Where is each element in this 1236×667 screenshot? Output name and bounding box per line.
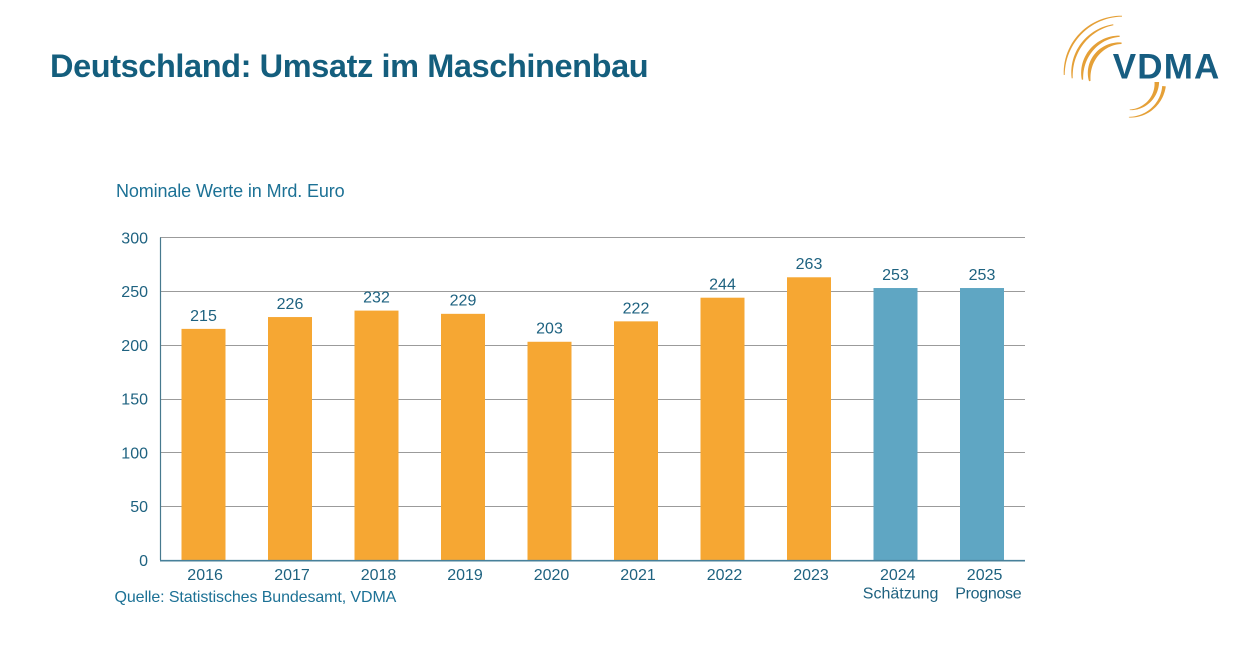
svg-text:222: 222 xyxy=(623,300,650,317)
svg-text:253: 253 xyxy=(882,267,909,284)
svg-text:Quelle: Statistisches Bundesam: Quelle: Statistisches Bundesamt, VDMA xyxy=(115,589,397,606)
svg-text:0: 0 xyxy=(139,553,148,570)
svg-text:2017: 2017 xyxy=(274,567,310,584)
svg-text:2020: 2020 xyxy=(534,567,570,584)
svg-text:100: 100 xyxy=(121,445,148,462)
svg-text:2018: 2018 xyxy=(361,567,397,584)
svg-text:2021: 2021 xyxy=(620,567,656,584)
svg-text:229: 229 xyxy=(450,293,477,310)
svg-text:232: 232 xyxy=(363,290,390,307)
svg-text:244: 244 xyxy=(709,277,736,294)
svg-text:2022: 2022 xyxy=(707,567,743,584)
svg-text:200: 200 xyxy=(121,338,148,355)
svg-text:203: 203 xyxy=(536,321,563,338)
svg-text:215: 215 xyxy=(190,308,217,325)
svg-text:226: 226 xyxy=(277,296,304,313)
svg-text:50: 50 xyxy=(130,499,148,516)
svg-text:250: 250 xyxy=(121,284,148,301)
svg-text:150: 150 xyxy=(121,392,148,409)
svg-text:2016: 2016 xyxy=(187,567,223,584)
svg-text:Nominale Werte in Mrd. Euro: Nominale Werte in Mrd. Euro xyxy=(116,181,345,201)
svg-text:VDMA: VDMA xyxy=(1113,48,1221,87)
svg-text:2023: 2023 xyxy=(793,567,829,584)
svg-text:2019: 2019 xyxy=(447,567,483,584)
svg-text:2025: 2025 xyxy=(967,567,1003,584)
svg-text:Schätzung: Schätzung xyxy=(863,586,939,603)
svg-text:300: 300 xyxy=(121,230,148,247)
svg-text:253: 253 xyxy=(969,267,996,284)
svg-text:Prognose: Prognose xyxy=(955,586,1021,603)
svg-text:Deutschland: Umsatz im Maschin: Deutschland: Umsatz im Maschinenbau xyxy=(50,48,648,84)
svg-text:263: 263 xyxy=(796,256,823,273)
svg-text:2024: 2024 xyxy=(880,567,916,584)
